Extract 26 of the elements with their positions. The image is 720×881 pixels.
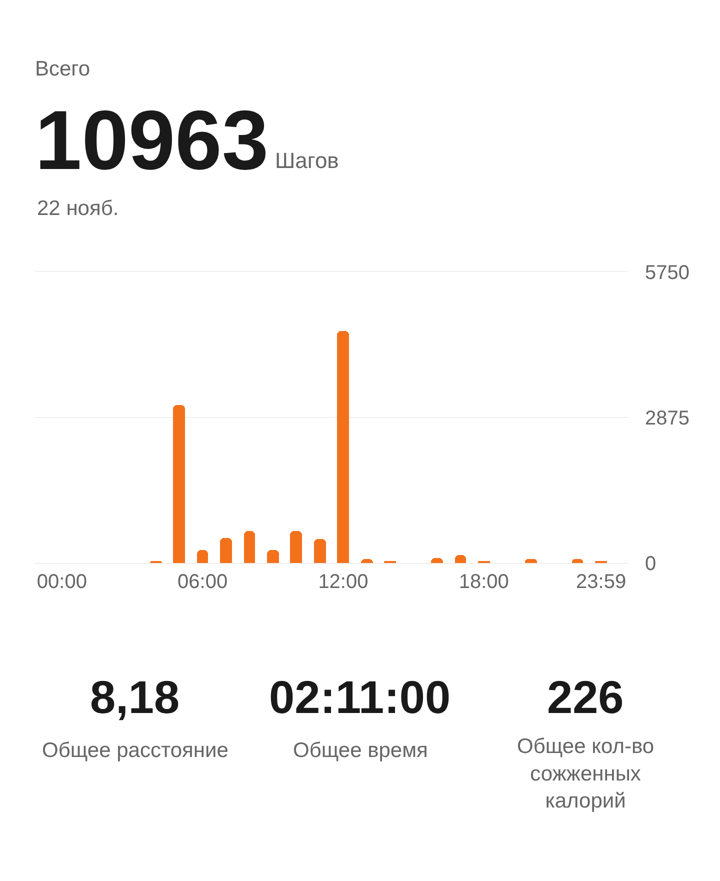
text: 226: [547, 671, 624, 723]
x-tick-label: 18:00: [458, 571, 509, 594]
bar: [173, 405, 185, 563]
bar: [314, 539, 326, 563]
bar: [290, 531, 302, 563]
y-tick-label: 2875: [645, 408, 690, 430]
text: Шагов: [275, 148, 339, 173]
chart-title: Всего: [35, 57, 90, 80]
bar: [244, 531, 255, 563]
text: 02:11:00: [269, 671, 451, 723]
text: 8,18: [90, 671, 180, 723]
x-tick-label: 06:00: [178, 571, 228, 594]
bar: [197, 550, 208, 563]
bar: [220, 538, 232, 563]
text: Общее расстояние: [42, 739, 228, 762]
text: Общее время: [293, 739, 428, 762]
bar: [267, 550, 279, 563]
y-tick-label: 0: [645, 553, 656, 575]
x-tick-label: 23:59: [576, 571, 626, 594]
text: 10963: [35, 93, 269, 187]
y-tick-label: 5750: [645, 262, 690, 284]
x-tick-label: 00:00: [36, 571, 87, 594]
x-tick-label: 12:00: [318, 571, 368, 594]
chart-subtitle: 22 нояб.: [37, 197, 119, 220]
text: Общее кол-во сожженных калорий: [517, 735, 654, 813]
bar: [337, 331, 349, 563]
